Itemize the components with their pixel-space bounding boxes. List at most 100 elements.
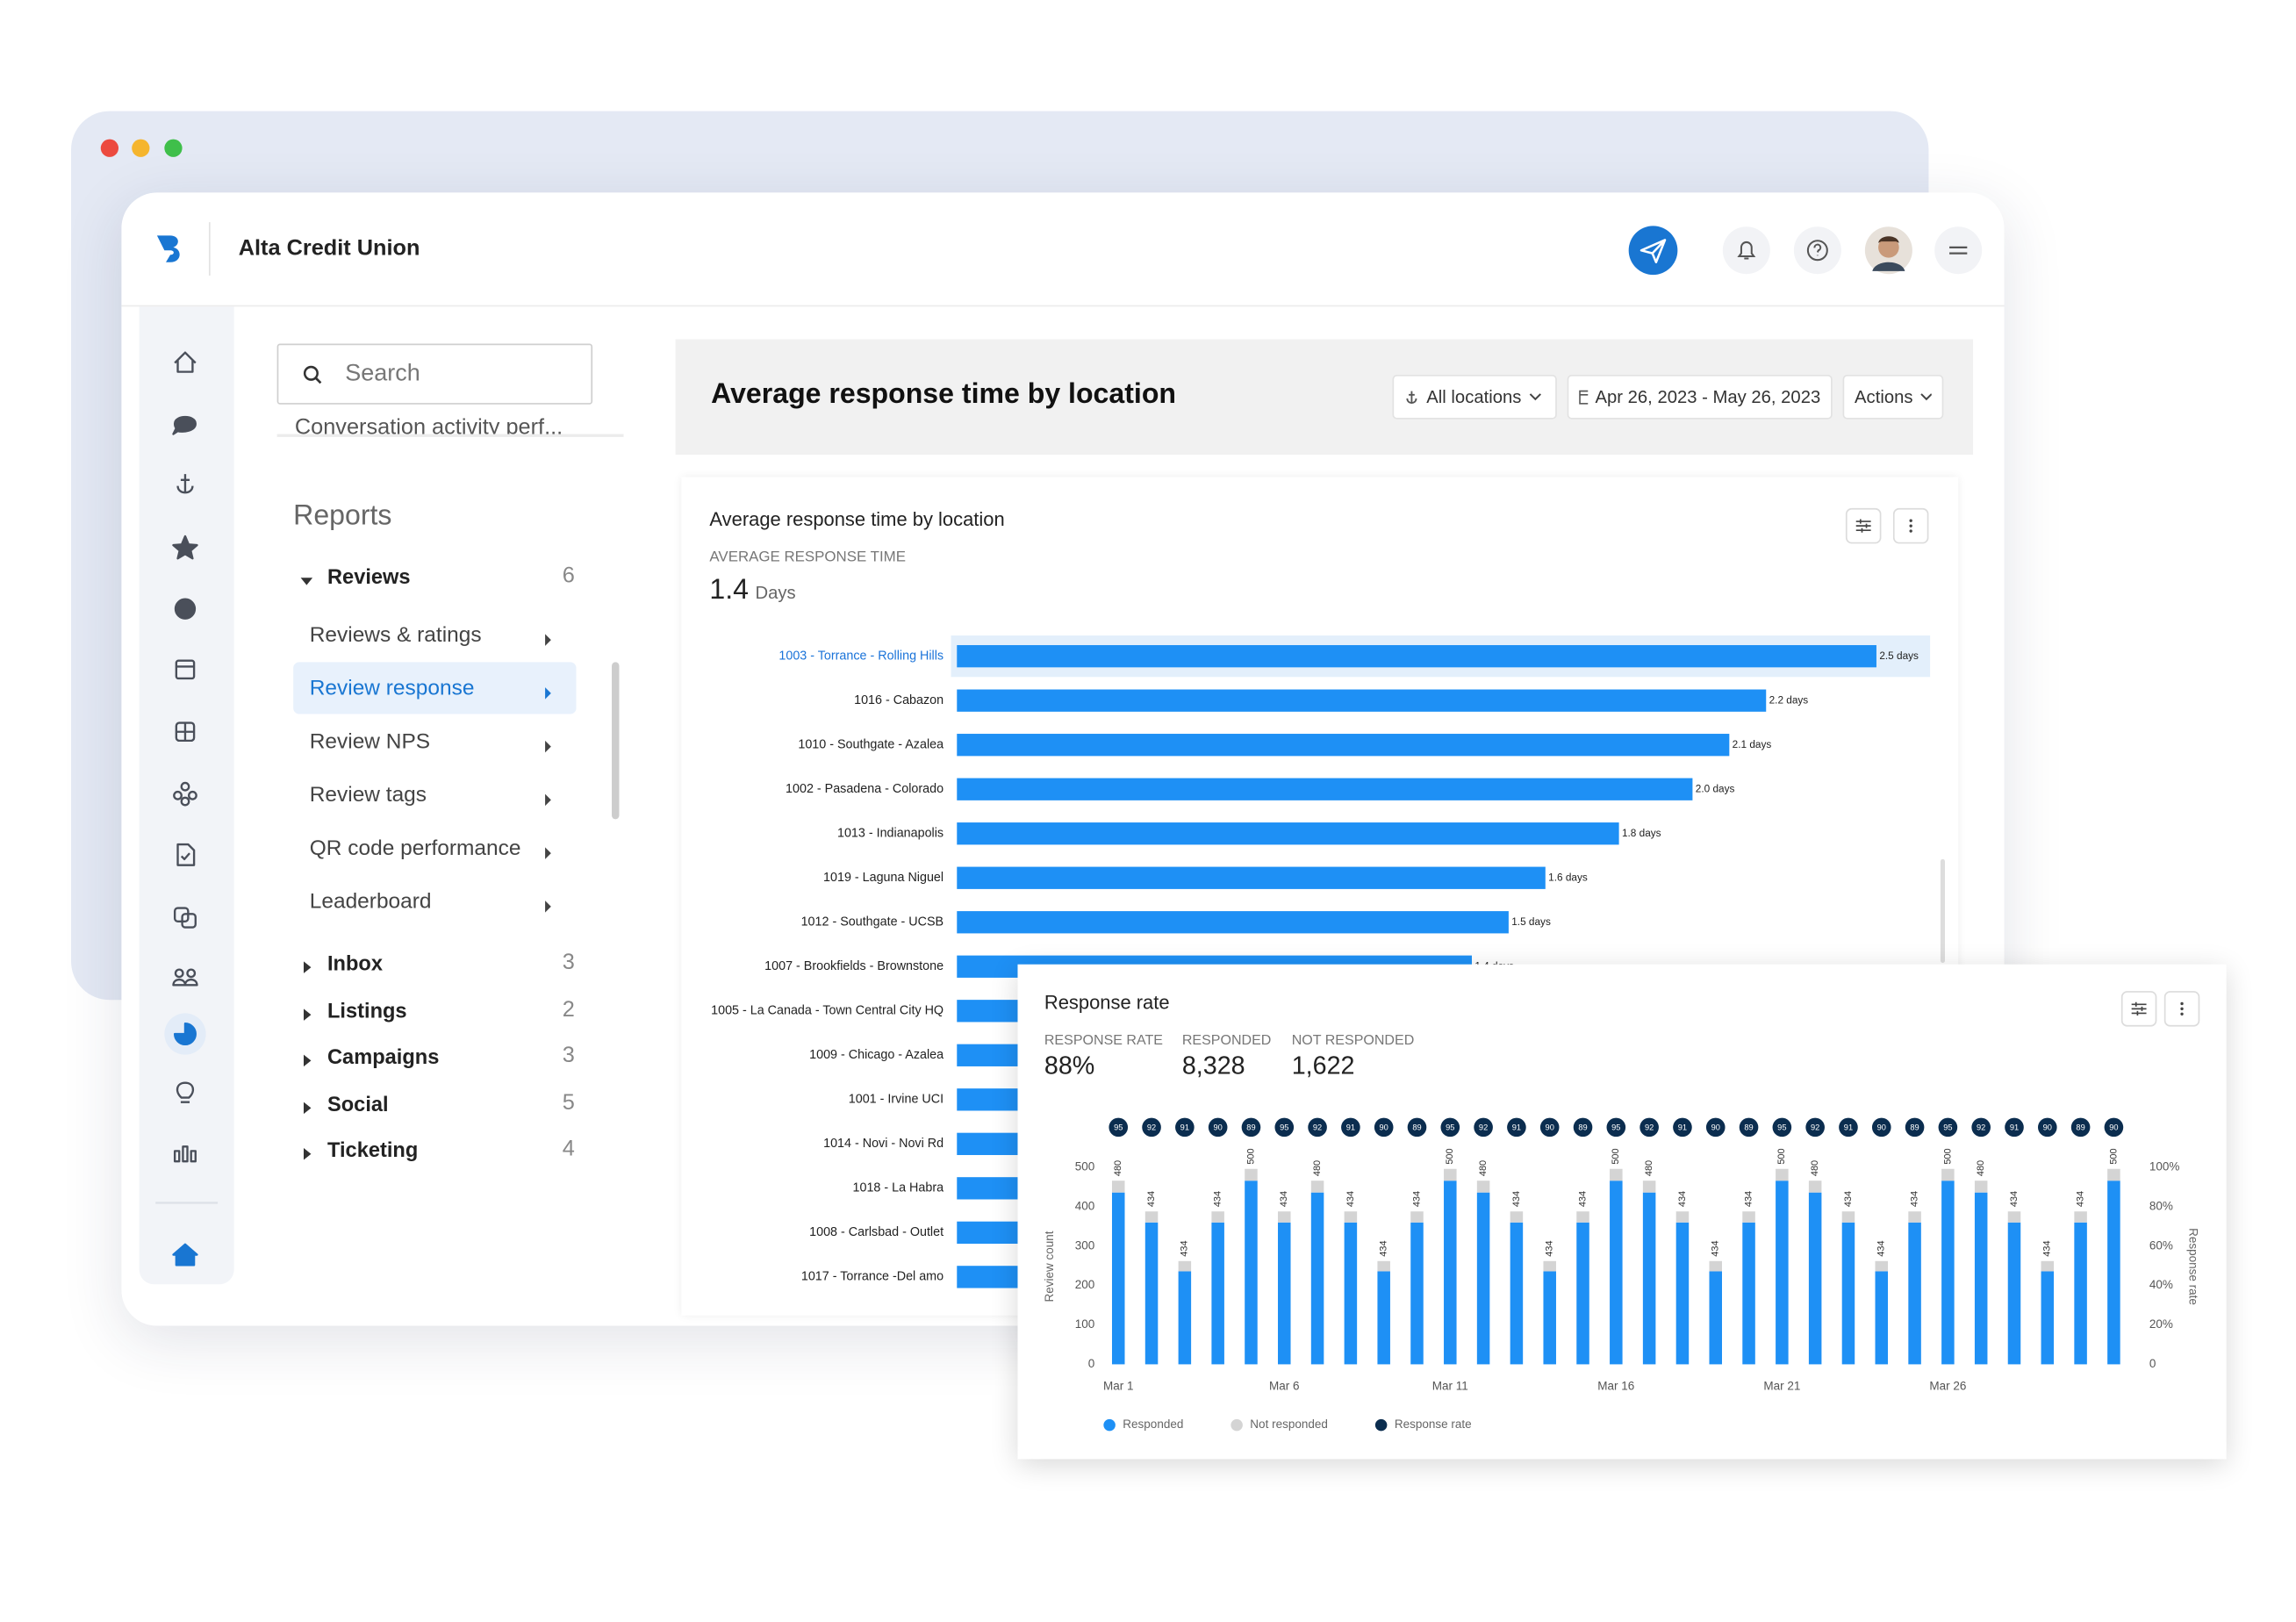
rate-marker: [1341, 1117, 1360, 1138]
total-label: 434: [2042, 1240, 2053, 1256]
chart-settings[interactable]: [2120, 991, 2157, 1027]
group-label[interactable]: Campaigns: [326, 1044, 440, 1068]
kpi: 1.4 Days: [709, 575, 795, 607]
caret-svg[interactable]: [299, 960, 314, 975]
reviews-icon[interactable]: [172, 535, 198, 560]
chart-scrollbar[interactable]: [1940, 858, 1946, 964]
bar-responded: [1808, 1192, 1822, 1365]
rate-label: 90: [1711, 1123, 1720, 1132]
settings-icon: [2131, 1001, 2147, 1016]
report-item[interactable]: Reviews & ratings: [309, 623, 482, 648]
rate-label: 92: [1313, 1123, 1322, 1132]
listings-icon[interactable]: [176, 474, 194, 494]
report-item[interactable]: Review response: [309, 677, 475, 701]
report-item[interactable]: QR code performance: [309, 836, 521, 861]
bar-responded: [1675, 1222, 1690, 1365]
chart-more[interactable]: [1892, 507, 1929, 544]
caret: [299, 1095, 314, 1114]
total-label: 500: [1942, 1148, 1953, 1164]
group-label[interactable]: Inbox: [326, 951, 384, 975]
filter-label: Apr 26, 2023 - May 26, 2023: [1595, 386, 1821, 408]
rate-label: 92: [1479, 1123, 1488, 1132]
network-icon[interactable]: [180, 781, 190, 792]
filter-label: Actions: [1855, 386, 1913, 408]
rate-label: 90: [1877, 1123, 1886, 1132]
cut-off-item[interactable]: Conversation activity perf...: [294, 414, 563, 437]
caret-svg[interactable]: [299, 573, 314, 588]
bar-responded: [1476, 1192, 1490, 1365]
rate-marker: [1606, 1117, 1626, 1138]
bar-responded: [1310, 1192, 1324, 1365]
location-filter[interactable]: All locations: [1392, 374, 1557, 420]
bar: [957, 734, 1730, 757]
group-label[interactable]: Reviews: [326, 564, 411, 589]
bar-not-responded: [1742, 1211, 1755, 1223]
rate-label: 95: [1114, 1123, 1123, 1132]
minimize-dot[interactable]: [132, 139, 150, 157]
caret: [299, 1002, 314, 1021]
total-label: 480: [1644, 1160, 1654, 1176]
chart-settings[interactable]: [1845, 507, 1882, 544]
group-count: 3: [562, 1043, 575, 1068]
category-label: 1014 - Novi - Novi Rd: [823, 1137, 944, 1151]
group-count: 2: [562, 996, 575, 1022]
bar-responded: [1543, 1271, 1556, 1365]
payments-icon[interactable]: [174, 598, 197, 620]
total-label: 434: [1711, 1240, 1721, 1256]
close-dot[interactable]: [100, 139, 119, 157]
reports-icon[interactable]: [173, 1023, 197, 1046]
people-icon[interactable]: [174, 968, 184, 979]
report-item[interactable]: Review NPS: [309, 730, 431, 755]
total-label: 480: [1810, 1160, 1820, 1176]
inbox-icon[interactable]: [172, 415, 197, 435]
rate-marker: [1175, 1117, 1195, 1138]
bar-responded: [1178, 1271, 1192, 1365]
rate-marker: [1407, 1117, 1427, 1138]
insights-icon[interactable]: [173, 1145, 197, 1163]
actions-menu[interactable]: Actions: [1842, 374, 1944, 420]
rate-label: 91: [1844, 1123, 1853, 1132]
category-label: 1009 - Chicago - Azalea: [809, 1048, 944, 1062]
send-button[interactable]: [1628, 226, 1678, 276]
app-name: Alta Credit Union: [238, 235, 420, 262]
ideas-icon[interactable]: [176, 1081, 195, 1103]
bar-not-responded: [1941, 1168, 1955, 1181]
bar-not-responded: [1444, 1168, 1457, 1181]
bar-not-responded: [1841, 1211, 1855, 1223]
caret-svg[interactable]: [299, 1007, 314, 1022]
logo[interactable]: [153, 230, 191, 269]
group-label[interactable]: Listings: [326, 997, 407, 1022]
legend-label[interactable]: Responded: [1123, 1417, 1183, 1431]
rate-marker: [1938, 1117, 1958, 1138]
bar-responded: [1111, 1192, 1125, 1365]
logo-divider: [208, 222, 211, 276]
legend-label[interactable]: Response rate: [1395, 1417, 1472, 1431]
caret-icon: [303, 1054, 312, 1067]
caret-svg[interactable]: [299, 1053, 314, 1068]
caret-svg[interactable]: [299, 1146, 314, 1161]
menu-button[interactable]: [1934, 226, 1983, 275]
date-filter[interactable]: Apr 26, 2023 - May 26, 2023: [1567, 374, 1833, 420]
caret-svg[interactable]: [299, 1100, 314, 1115]
caret: [299, 1049, 314, 1067]
maximize-dot[interactable]: [164, 139, 183, 157]
bar-not-responded: [1144, 1211, 1159, 1223]
dashboard-icon[interactable]: [172, 1243, 198, 1267]
survey-icon[interactable]: [176, 843, 196, 866]
rate-label: 90: [1214, 1123, 1223, 1132]
legend-label[interactable]: Not responded: [1250, 1417, 1328, 1431]
chart-more[interactable]: [2163, 991, 2200, 1027]
home-icon[interactable]: [174, 351, 197, 373]
more-icon: [2180, 1001, 2184, 1016]
y2-tick-label: 40%: [2149, 1278, 2173, 1291]
bar-not-responded: [1610, 1168, 1623, 1181]
sidebar-scrollbar[interactable]: [612, 662, 620, 820]
group-label[interactable]: Social: [326, 1091, 389, 1116]
report-item[interactable]: Review tags: [309, 783, 427, 807]
location-icon: [1406, 390, 1417, 404]
group-label[interactable]: Ticketing: [326, 1138, 419, 1162]
calendar-icon[interactable]: [175, 659, 196, 680]
search-box[interactable]: Search: [276, 343, 593, 405]
report-item[interactable]: Leaderboard: [309, 890, 432, 915]
notifications-button[interactable]: [1722, 226, 1770, 275]
